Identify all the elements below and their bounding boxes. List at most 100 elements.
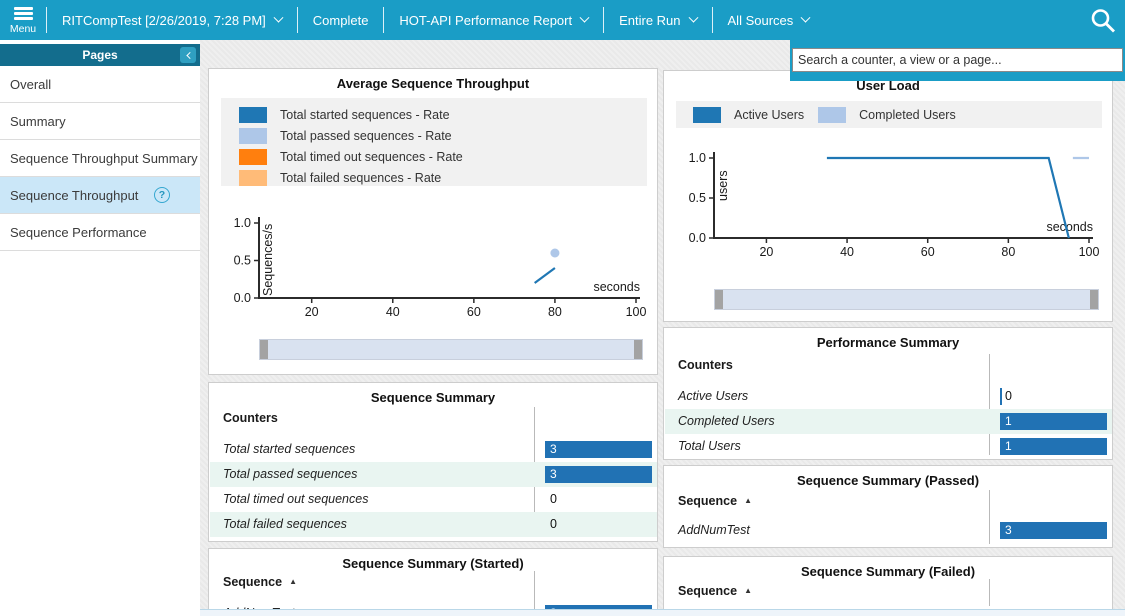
pages-title: Pages bbox=[82, 48, 118, 62]
chart-scrollbar[interactable] bbox=[259, 339, 643, 360]
status-badge: Complete bbox=[312, 12, 369, 28]
svg-text:60: 60 bbox=[467, 305, 481, 319]
column-divider bbox=[989, 490, 990, 544]
chevron-down-icon bbox=[579, 12, 590, 23]
table-row: AddNumTest 3 bbox=[665, 518, 1112, 543]
column-header[interactable]: Sequence ▲ bbox=[678, 584, 752, 598]
sidebar-item-sequence-throughput-summary[interactable]: Sequence Throughput Summary bbox=[0, 140, 200, 177]
pages-sidebar: Pages Overall Summary Sequence Throughpu… bbox=[0, 40, 200, 616]
run-selector-dropdown[interactable]: RITCompTest [2/26/2019, 7:28 PM] bbox=[47, 0, 297, 40]
value-text: 0 bbox=[550, 492, 557, 506]
legend-swatch bbox=[693, 106, 721, 123]
search-input[interactable] bbox=[792, 48, 1123, 72]
svg-text:0.5: 0.5 bbox=[689, 191, 706, 205]
table-row: Total timed out sequences 0 bbox=[223, 492, 557, 506]
horizontal-scrollbar-track[interactable] bbox=[200, 609, 1125, 616]
scroll-grip-left[interactable] bbox=[715, 290, 723, 309]
scroll-grip-right[interactable] bbox=[1090, 290, 1098, 309]
time-range-label: Entire Run bbox=[619, 12, 681, 28]
search-icon bbox=[1091, 8, 1115, 32]
value-bar: 1 bbox=[1000, 413, 1107, 430]
sort-asc-icon: ▲ bbox=[744, 496, 752, 505]
column-divider bbox=[534, 571, 535, 616]
value-text: 0 bbox=[1005, 389, 1012, 403]
column-header[interactable]: Counters bbox=[678, 358, 733, 372]
column-header[interactable]: Counters bbox=[223, 411, 278, 425]
svg-text:20: 20 bbox=[305, 305, 319, 319]
chart-title: Average Sequence Throughput bbox=[336, 76, 530, 91]
pages-list: Overall Summary Sequence Throughput Summ… bbox=[0, 66, 200, 251]
svg-text:100: 100 bbox=[1079, 245, 1100, 259]
scroll-grip-left[interactable] bbox=[260, 340, 268, 359]
svg-text:80: 80 bbox=[548, 305, 562, 319]
top-bar: Menu RITCompTest [2/26/2019, 7:28 PM] Co… bbox=[0, 0, 1125, 40]
hamburger-icon bbox=[13, 5, 33, 23]
legend-swatch bbox=[239, 127, 267, 144]
sidebar-item-summary[interactable]: Summary bbox=[0, 103, 200, 140]
svg-text:0.5: 0.5 bbox=[234, 254, 251, 268]
svg-text:1.0: 1.0 bbox=[689, 151, 706, 165]
panel-sequence-summary-passed: Sequence Summary (Passed) Sequence ▲ Add… bbox=[663, 465, 1113, 548]
sources-label: All Sources bbox=[727, 12, 794, 28]
divider bbox=[296, 7, 298, 33]
run-selector-label: RITCompTest [2/26/2019, 7:28 PM] bbox=[62, 12, 266, 28]
chart-title: User Load bbox=[856, 78, 920, 93]
svg-text:20: 20 bbox=[759, 245, 773, 259]
report-selector-dropdown[interactable]: HOT-API Performance Report bbox=[384, 0, 603, 40]
value-bar: 3 bbox=[545, 466, 652, 483]
value-bar: 1 bbox=[1000, 438, 1107, 455]
help-icon[interactable]: ? bbox=[154, 187, 170, 203]
divider bbox=[383, 7, 385, 33]
pages-header: Pages bbox=[0, 44, 200, 66]
chevron-left-icon bbox=[185, 51, 193, 59]
svg-text:seconds: seconds bbox=[593, 280, 640, 294]
svg-text:seconds: seconds bbox=[1046, 220, 1093, 234]
sidebar-item-overall[interactable]: Overall bbox=[0, 66, 200, 103]
search-button[interactable] bbox=[1086, 4, 1119, 37]
column-header[interactable]: Sequence ▲ bbox=[223, 575, 297, 589]
panel-sequence-summary-started: Sequence Summary (Started) Sequence ▲ Ad… bbox=[208, 548, 658, 616]
panel-performance-summary: Performance Summary Counters Active User… bbox=[663, 327, 1113, 460]
menu-button[interactable]: Menu bbox=[0, 0, 46, 40]
divider bbox=[46, 7, 47, 33]
table-title: Sequence Summary (Failed) bbox=[800, 564, 976, 579]
scroll-grip-right[interactable] bbox=[634, 340, 642, 359]
table-row: Total passed sequences 3 bbox=[210, 462, 657, 487]
svg-text:80: 80 bbox=[1001, 245, 1015, 259]
divider bbox=[711, 7, 713, 33]
table-title: Performance Summary bbox=[816, 335, 960, 350]
chevron-down-icon bbox=[688, 12, 698, 23]
table-title: Sequence Summary bbox=[370, 390, 496, 405]
table-row: Active Users 0 bbox=[678, 388, 1012, 405]
sidebar-item-sequence-throughput[interactable]: Sequence Throughput ? bbox=[0, 177, 200, 214]
table-row: Total Users 1 bbox=[665, 434, 1112, 459]
table-row: Completed Users 1 bbox=[665, 409, 1112, 434]
panel-user-load: User Load Active Users Completed Users 2… bbox=[663, 70, 1113, 322]
legend-item: Total passed sequences - Rate bbox=[239, 125, 647, 146]
panel-average-sequence-throughput: Average Sequence Throughput Total starte… bbox=[208, 68, 658, 375]
legend-swatch bbox=[239, 106, 267, 123]
value-text: 0 bbox=[550, 517, 557, 531]
value-bar: 3 bbox=[1000, 522, 1107, 539]
column-divider bbox=[989, 579, 990, 606]
svg-text:40: 40 bbox=[386, 305, 400, 319]
panel-sequence-summary-failed: Sequence Summary (Failed) Sequence ▲ bbox=[663, 556, 1113, 610]
value-bar: 3 bbox=[545, 441, 652, 458]
throughput-chart: 20 40 60 80 100 0.0 0.5 1.0 seconds Sequences/s bbox=[234, 216, 647, 319]
svg-text:0.0: 0.0 bbox=[689, 231, 706, 245]
chart-scrollbar[interactable] bbox=[714, 289, 1099, 310]
svg-text:100: 100 bbox=[626, 305, 647, 319]
chevron-down-icon bbox=[273, 12, 284, 23]
sidebar-item-sequence-performance[interactable]: Sequence Performance bbox=[0, 214, 200, 251]
sources-dropdown[interactable]: All Sources bbox=[713, 0, 825, 40]
legend-item: Total timed out sequences - Rate bbox=[239, 146, 647, 167]
column-header[interactable]: Sequence ▲ bbox=[678, 494, 752, 508]
svg-text:Sequences/s: Sequences/s bbox=[261, 224, 275, 296]
search-panel bbox=[790, 40, 1125, 81]
time-range-dropdown[interactable]: Entire Run bbox=[604, 0, 711, 40]
svg-text:40: 40 bbox=[840, 245, 854, 259]
chart-legend: Total started sequences - Rate Total pas… bbox=[221, 98, 647, 186]
divider bbox=[603, 7, 605, 33]
sidebar-collapse-button[interactable] bbox=[180, 47, 196, 63]
